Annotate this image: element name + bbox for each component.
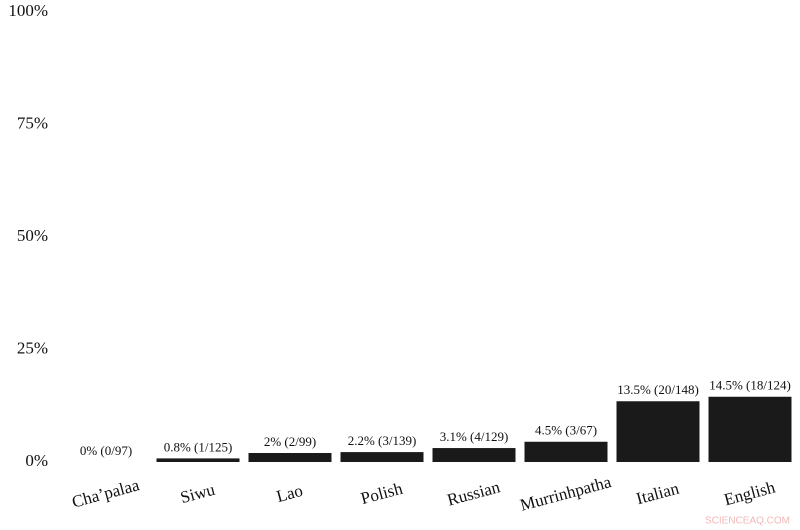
x-tick-label: English: [722, 477, 778, 509]
value-label: 3.1% (4/129): [440, 429, 509, 444]
watermark: SCIENCEAQ.COM: [705, 516, 790, 527]
bar: [524, 441, 608, 462]
value-label: 13.5% (20/148): [617, 382, 699, 397]
x-tick-label: Polish: [359, 479, 405, 508]
bar: [340, 452, 424, 462]
bar: [616, 401, 700, 462]
x-tick-label: Siwu: [178, 480, 217, 508]
bar: [248, 453, 332, 462]
value-label: 4.5% (3/67): [535, 423, 597, 438]
x-tick-label: Italian: [634, 479, 681, 509]
value-label: 0% (0/97): [80, 443, 132, 458]
y-tick-label: 25%: [17, 338, 48, 357]
y-tick-label: 0%: [25, 451, 48, 470]
bar: [432, 448, 516, 462]
y-tick-label: 50%: [17, 226, 48, 245]
bar: [708, 396, 792, 462]
value-label: 0.8% (1/125): [164, 439, 233, 454]
x-tick-label: Russian: [445, 477, 502, 509]
x-tick-label: Lao: [274, 481, 304, 506]
y-tick-label: 100%: [8, 1, 48, 20]
value-label: 2% (2/99): [264, 434, 316, 449]
y-tick-label: 75%: [17, 113, 48, 132]
value-label: 14.5% (18/124): [709, 378, 791, 393]
value-label: 2.2% (3/139): [348, 433, 417, 448]
x-tick-label: Cha’palaa: [70, 475, 142, 511]
bar: [156, 458, 240, 462]
x-tick-label: Murrinhpatha: [518, 472, 614, 515]
